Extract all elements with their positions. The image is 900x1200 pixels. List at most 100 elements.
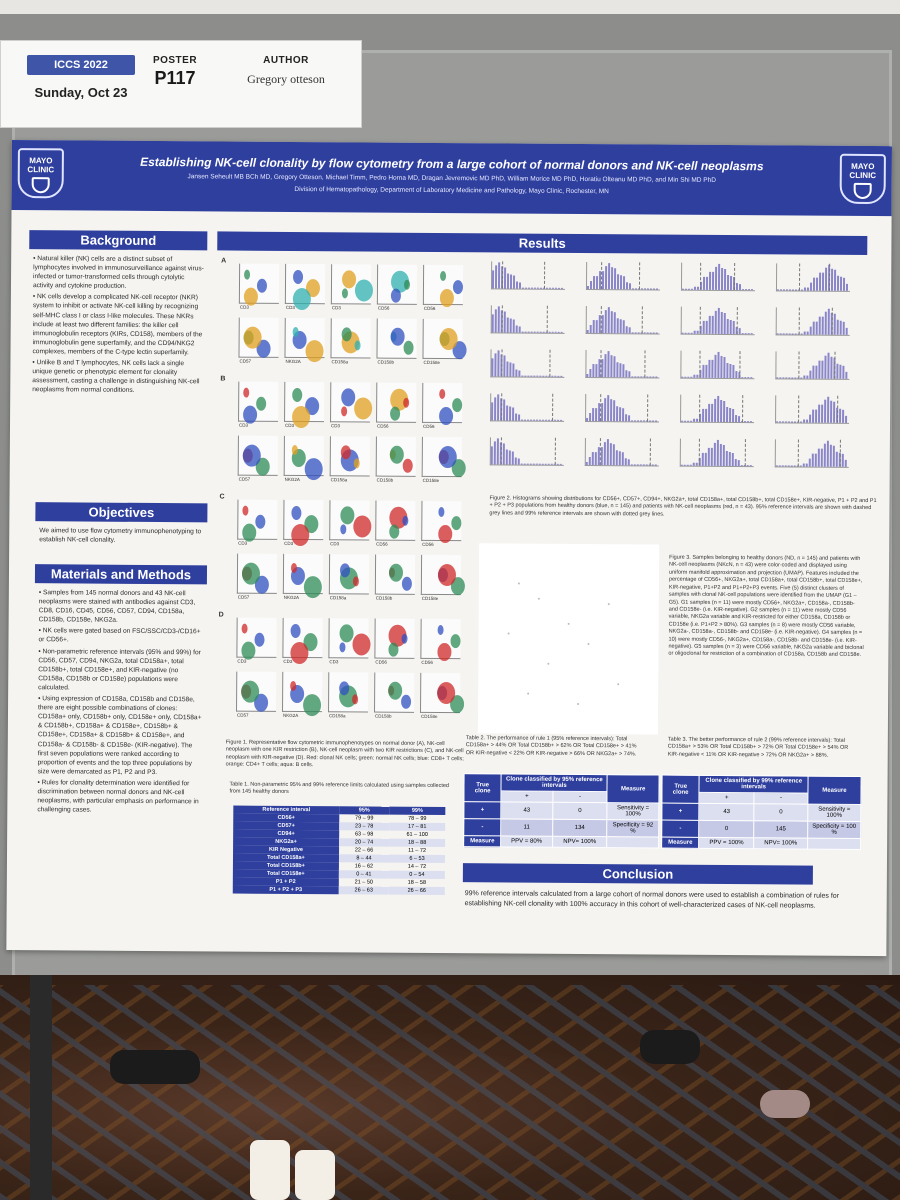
- histogram-bar: [521, 287, 524, 289]
- histogram-bar: [711, 315, 714, 334]
- histogram-bar: [729, 320, 732, 335]
- histogram-bar: [557, 419, 560, 421]
- t2-cell: 43: [501, 801, 553, 820]
- histogram-bar: [494, 265, 498, 289]
- histogram-bar: [515, 413, 518, 421]
- dot-plot-axis-label: CD158b: [375, 595, 393, 601]
- histogram-bar: [815, 409, 818, 423]
- histogram-bar: [809, 326, 812, 335]
- histogram-bar: [490, 446, 493, 465]
- board-stand-leg: [30, 975, 52, 1200]
- cell-population-blob: [291, 405, 311, 429]
- histogram-bar: [818, 404, 821, 423]
- histogram-bar: [585, 462, 588, 466]
- histogram-bar: [511, 451, 514, 465]
- figure2-caption: Figure 2. Histograms showing distributio…: [489, 495, 877, 518]
- t2-plus: +: [501, 790, 553, 803]
- t2-cell: PPV = 80%: [500, 835, 553, 848]
- histogram-bar: [717, 395, 720, 422]
- histogram-bar: [518, 282, 522, 289]
- histogram-bar: [521, 375, 524, 377]
- dot-plot-axis-label: CD57: [237, 594, 250, 600]
- histogram-bar: [619, 363, 622, 378]
- histogram-bar: [708, 315, 711, 334]
- cell-population-blob: [439, 388, 446, 400]
- histogram-bar: [683, 464, 686, 466]
- histogram-bar: [827, 352, 830, 379]
- dot-plot: CD158b: [374, 554, 416, 601]
- histogram-bar: [503, 355, 506, 377]
- dot-plot-axis-label: CD56: [377, 305, 390, 311]
- reference-interval-line: [501, 349, 503, 377]
- histogram-bar: [711, 403, 714, 422]
- histogram-bar: [524, 331, 527, 333]
- dot-plot-axis-label: CD158e: [422, 477, 440, 483]
- t3-true-clone: True clone: [661, 775, 700, 804]
- histogram-bar: [560, 287, 563, 289]
- dot-plot-axis-label: CD3: [284, 540, 294, 546]
- cell-population-blob: [241, 623, 248, 634]
- histogram-bar: [538, 463, 541, 465]
- histogram-bar: [684, 376, 687, 378]
- histogram-bar: [554, 331, 557, 333]
- cell-population-blob: [339, 563, 351, 578]
- dot-plot: CD56: [422, 382, 463, 429]
- histogram-bar: [821, 404, 824, 423]
- histogram-bar: [794, 289, 797, 291]
- histogram: [680, 306, 755, 336]
- histogram: [585, 350, 660, 379]
- histogram-bar: [782, 377, 785, 379]
- histogram-bar: [802, 463, 805, 467]
- histogram-bar: [631, 376, 634, 378]
- histogram-bar: [693, 330, 696, 334]
- dot-plot-axis-label: CD56: [422, 541, 434, 547]
- histogram-bar: [747, 377, 750, 379]
- histogram-bar: [750, 377, 753, 379]
- histogram-bar: [790, 465, 793, 467]
- dot-plot: NKG2A: [284, 317, 325, 364]
- histogram: [585, 394, 660, 423]
- reference-interval-line: [837, 395, 839, 423]
- cell-population-blob: [340, 506, 355, 525]
- figure2-histograms: [489, 261, 872, 494]
- histogram-bar: [509, 406, 512, 421]
- reference-interval-line: [699, 350, 701, 378]
- histogram: [490, 261, 566, 290]
- histogram-bar: [704, 452, 707, 466]
- t3-cell: 0: [754, 803, 808, 822]
- carpet-floor: [0, 975, 900, 1200]
- dot-plot-axis-label: CD158b: [374, 713, 392, 719]
- cell-population-blob: [451, 516, 462, 531]
- dot-plot: CD57: [238, 317, 279, 364]
- histogram-bar: [806, 287, 809, 291]
- reference-interval-line: [644, 350, 646, 378]
- dot-plot: CD3: [329, 500, 372, 546]
- histogram-bar: [542, 331, 545, 333]
- dot-plot: CD158e: [422, 318, 467, 365]
- scientific-poster: MAYO CLINIC Establishing NK-cell clonali…: [6, 140, 892, 957]
- histogram-bar: [818, 272, 822, 291]
- cell-population-blob: [244, 269, 251, 280]
- cell-population-blob: [390, 288, 401, 303]
- histogram-bar: [732, 321, 735, 335]
- histogram-bar: [800, 421, 803, 423]
- t3-cell: Specificity = 100 %: [807, 821, 861, 839]
- t3-plus: +: [699, 792, 755, 804]
- histogram-bar: [527, 375, 530, 377]
- histogram-bar: [845, 371, 848, 379]
- histogram-bar: [809, 282, 813, 291]
- dot-plot: NKG2A: [283, 435, 324, 482]
- histogram-bar: [624, 458, 627, 466]
- histogram-bar: [649, 376, 652, 378]
- histogram-bar: [539, 287, 542, 289]
- histogram-bar: [708, 271, 712, 290]
- dot-plot-axis-label: CD3: [238, 540, 248, 546]
- histogram-bar: [711, 359, 714, 378]
- histogram-bar: [732, 409, 735, 423]
- cell-population-blob: [438, 524, 453, 544]
- dot-plot-axis-label: CD158e: [420, 713, 438, 719]
- histogram-bar: [589, 281, 593, 290]
- dot-plot-axis-label: CD158a: [329, 595, 347, 601]
- reference-interval-line: [742, 395, 744, 423]
- histogram-bar: [744, 289, 747, 291]
